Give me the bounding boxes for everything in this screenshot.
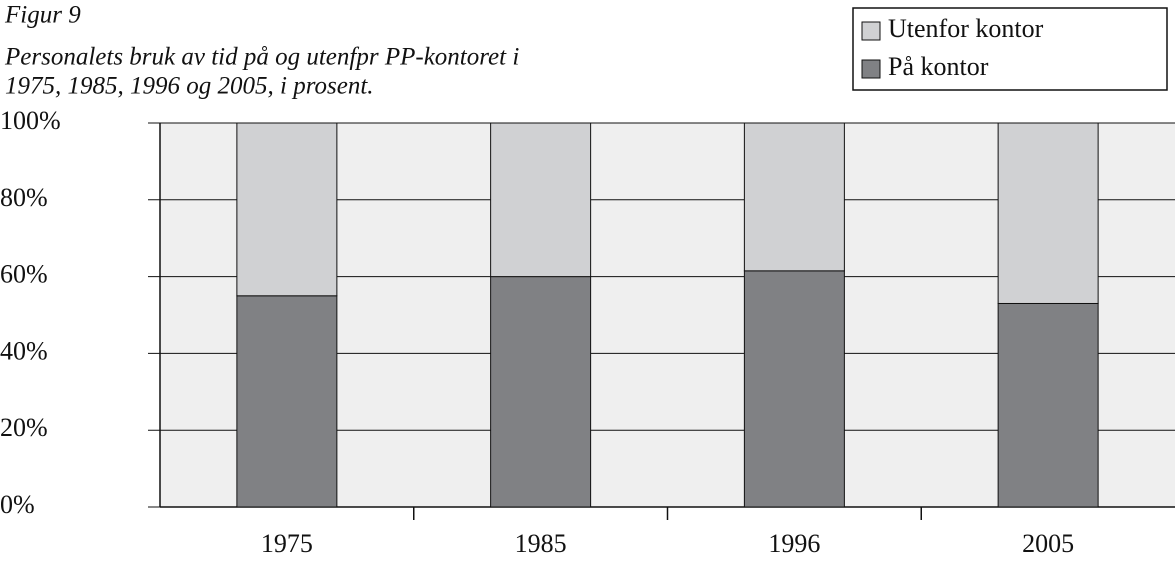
x-tick-label: 1975 <box>261 529 313 558</box>
chart-title: Personalets bruk av tid på og utenfpr PP… <box>4 44 519 71</box>
bar-segment <box>236 122 338 297</box>
y-tick-label: 100% <box>0 106 61 135</box>
legend-label: Utenfor kontor <box>888 14 1044 43</box>
bar-segment <box>997 302 1099 508</box>
y-tick-label: 40% <box>0 336 48 365</box>
y-tick-label: 0% <box>0 490 35 519</box>
figure-label: Figur 9 <box>4 2 81 29</box>
x-tick-label: 1996 <box>768 529 820 558</box>
legend-swatch <box>861 21 881 41</box>
y-tick-label: 60% <box>0 260 48 289</box>
x-tick-label: 1985 <box>515 529 567 558</box>
legend-box <box>852 7 1168 91</box>
bar-segment <box>997 122 1099 304</box>
bar-segment <box>236 295 338 508</box>
y-tick-label: 80% <box>0 183 48 212</box>
legend-swatch <box>861 59 881 79</box>
bar-segment <box>743 122 845 272</box>
legend-label: På kontor <box>888 52 989 81</box>
bar-segment <box>490 276 592 508</box>
bar-segment <box>743 270 845 508</box>
y-tick-label: 20% <box>0 413 48 442</box>
bar-segment <box>490 122 592 278</box>
x-tick-label: 2005 <box>1022 529 1074 558</box>
chart-title: 1975, 1985, 1996 og 2005, i prosent. <box>5 73 374 100</box>
